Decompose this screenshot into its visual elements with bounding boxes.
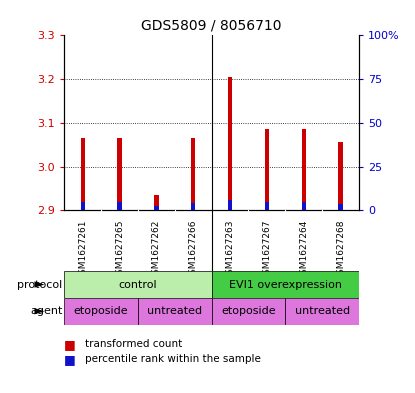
Bar	[117, 138, 122, 210]
Text: untreated: untreated	[295, 306, 350, 316]
Bar	[228, 200, 232, 210]
Text: GSM1627268: GSM1627268	[336, 219, 345, 280]
Bar	[154, 206, 159, 210]
Bar	[228, 77, 232, 210]
Text: etoposide: etoposide	[221, 306, 276, 316]
Bar	[64, 298, 138, 325]
Text: agent: agent	[30, 306, 62, 316]
Polygon shape	[34, 281, 44, 288]
Bar	[64, 271, 212, 298]
Text: control: control	[119, 279, 157, 290]
Text: GSM1627267: GSM1627267	[262, 219, 271, 280]
Text: transformed count: transformed count	[85, 339, 182, 349]
Polygon shape	[34, 308, 44, 314]
Bar	[302, 129, 306, 210]
Bar	[265, 129, 269, 210]
Text: GSM1627265: GSM1627265	[115, 219, 124, 280]
Bar	[81, 138, 85, 210]
Bar	[117, 202, 122, 210]
Bar	[285, 298, 359, 325]
Text: GSM1627266: GSM1627266	[189, 219, 198, 280]
Text: ■: ■	[64, 353, 76, 366]
Bar	[265, 202, 269, 210]
Bar	[338, 143, 343, 210]
Text: EVI1 overexpression: EVI1 overexpression	[229, 279, 342, 290]
Title: GDS5809 / 8056710: GDS5809 / 8056710	[142, 19, 282, 33]
Text: GSM1627263: GSM1627263	[226, 219, 234, 280]
Bar	[302, 202, 306, 210]
Bar	[138, 298, 212, 325]
Text: etoposide: etoposide	[74, 306, 129, 316]
Text: GSM1627264: GSM1627264	[299, 219, 308, 280]
Bar	[212, 271, 359, 298]
Text: untreated: untreated	[147, 306, 203, 316]
Bar	[191, 138, 195, 210]
Text: protocol: protocol	[17, 279, 62, 290]
Bar	[212, 298, 286, 325]
Bar	[154, 195, 159, 210]
Bar	[81, 202, 85, 210]
Text: GSM1627261: GSM1627261	[78, 219, 87, 280]
Text: percentile rank within the sample: percentile rank within the sample	[85, 354, 261, 364]
Text: ■: ■	[64, 338, 76, 351]
Bar	[338, 204, 343, 210]
Text: GSM1627262: GSM1627262	[152, 219, 161, 280]
Bar	[191, 203, 195, 210]
